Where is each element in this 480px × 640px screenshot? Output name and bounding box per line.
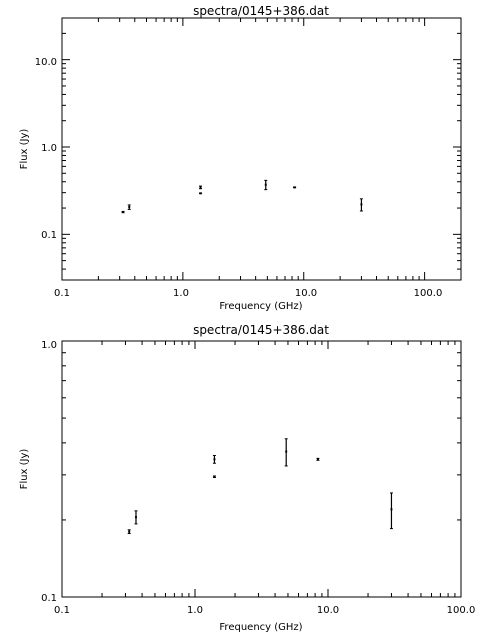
bottom-chart-x-axis-label: Frequency (GHz): [219, 622, 302, 633]
bottom-chart-plot-frame: [61, 340, 462, 598]
top-chart-data-point: [199, 186, 202, 189]
bottom-chart-data-points: [127, 438, 393, 535]
top-chart-x-tick-label: 0.1: [54, 288, 70, 299]
top-chart-data-point: [128, 206, 131, 209]
top-chart-axis-ticks: [61, 17, 462, 281]
top-chart-y-tick-label: 0.1: [41, 230, 57, 241]
bottom-chart-data-point: [213, 458, 216, 461]
top-chart-y-tick-label: 10.0: [35, 57, 57, 68]
top-chart-y-axis-label: Flux (Jy): [19, 129, 30, 170]
top-chart-title: spectra/0145+386.dat: [193, 4, 329, 18]
bottom-chart-y-axis-label: Flux (Jy): [19, 449, 30, 490]
bottom-chart-data-point: [213, 475, 216, 478]
bottom-chart-data-point: [316, 458, 319, 461]
top-chart-x-tick-label: 10.0: [295, 288, 317, 299]
top-chart-data-points: [121, 179, 363, 214]
bottom-chart-x-tick-label: 1.0: [187, 605, 203, 616]
bottom-chart-data-point: [128, 530, 131, 533]
bottom-chart-data-point: [285, 450, 288, 453]
bottom-chart-x-tick-label: 10.0: [317, 605, 339, 616]
top-chart-data-point: [293, 186, 296, 189]
top-chart-data-point: [122, 211, 125, 214]
top-chart-x-tick-label: 1.0: [173, 288, 189, 299]
bottom-chart-data-point: [390, 508, 393, 511]
top-chart-y-tick-label: 1.0: [41, 143, 57, 154]
top-chart-data-point: [264, 183, 267, 186]
bottom-chart-data-point: [134, 516, 137, 519]
bottom-chart-x-tick-label: 100.0: [447, 605, 476, 616]
bottom-chart-panel: spectra/0145+386.dat Flux (Jy) Frequency…: [19, 323, 475, 633]
top-chart-panel: spectra/0145+386.dat Flux (Jy) Frequency…: [19, 4, 462, 312]
bottom-chart-y-tick-label: 0.1: [41, 593, 57, 604]
bottom-chart-title: spectra/0145+386.dat: [193, 323, 329, 337]
top-chart-x-tick-label: 100.0: [414, 288, 443, 299]
top-chart-data-point: [360, 203, 363, 206]
bottom-chart-axis-ticks: [61, 340, 462, 598]
top-chart-data-point: [199, 192, 202, 195]
top-chart-x-axis-label: Frequency (GHz): [219, 301, 302, 312]
bottom-chart-x-tick-label: 0.1: [54, 605, 70, 616]
top-chart-plot-frame: [61, 17, 462, 281]
bottom-chart-y-tick-label: 1.0: [41, 340, 57, 351]
